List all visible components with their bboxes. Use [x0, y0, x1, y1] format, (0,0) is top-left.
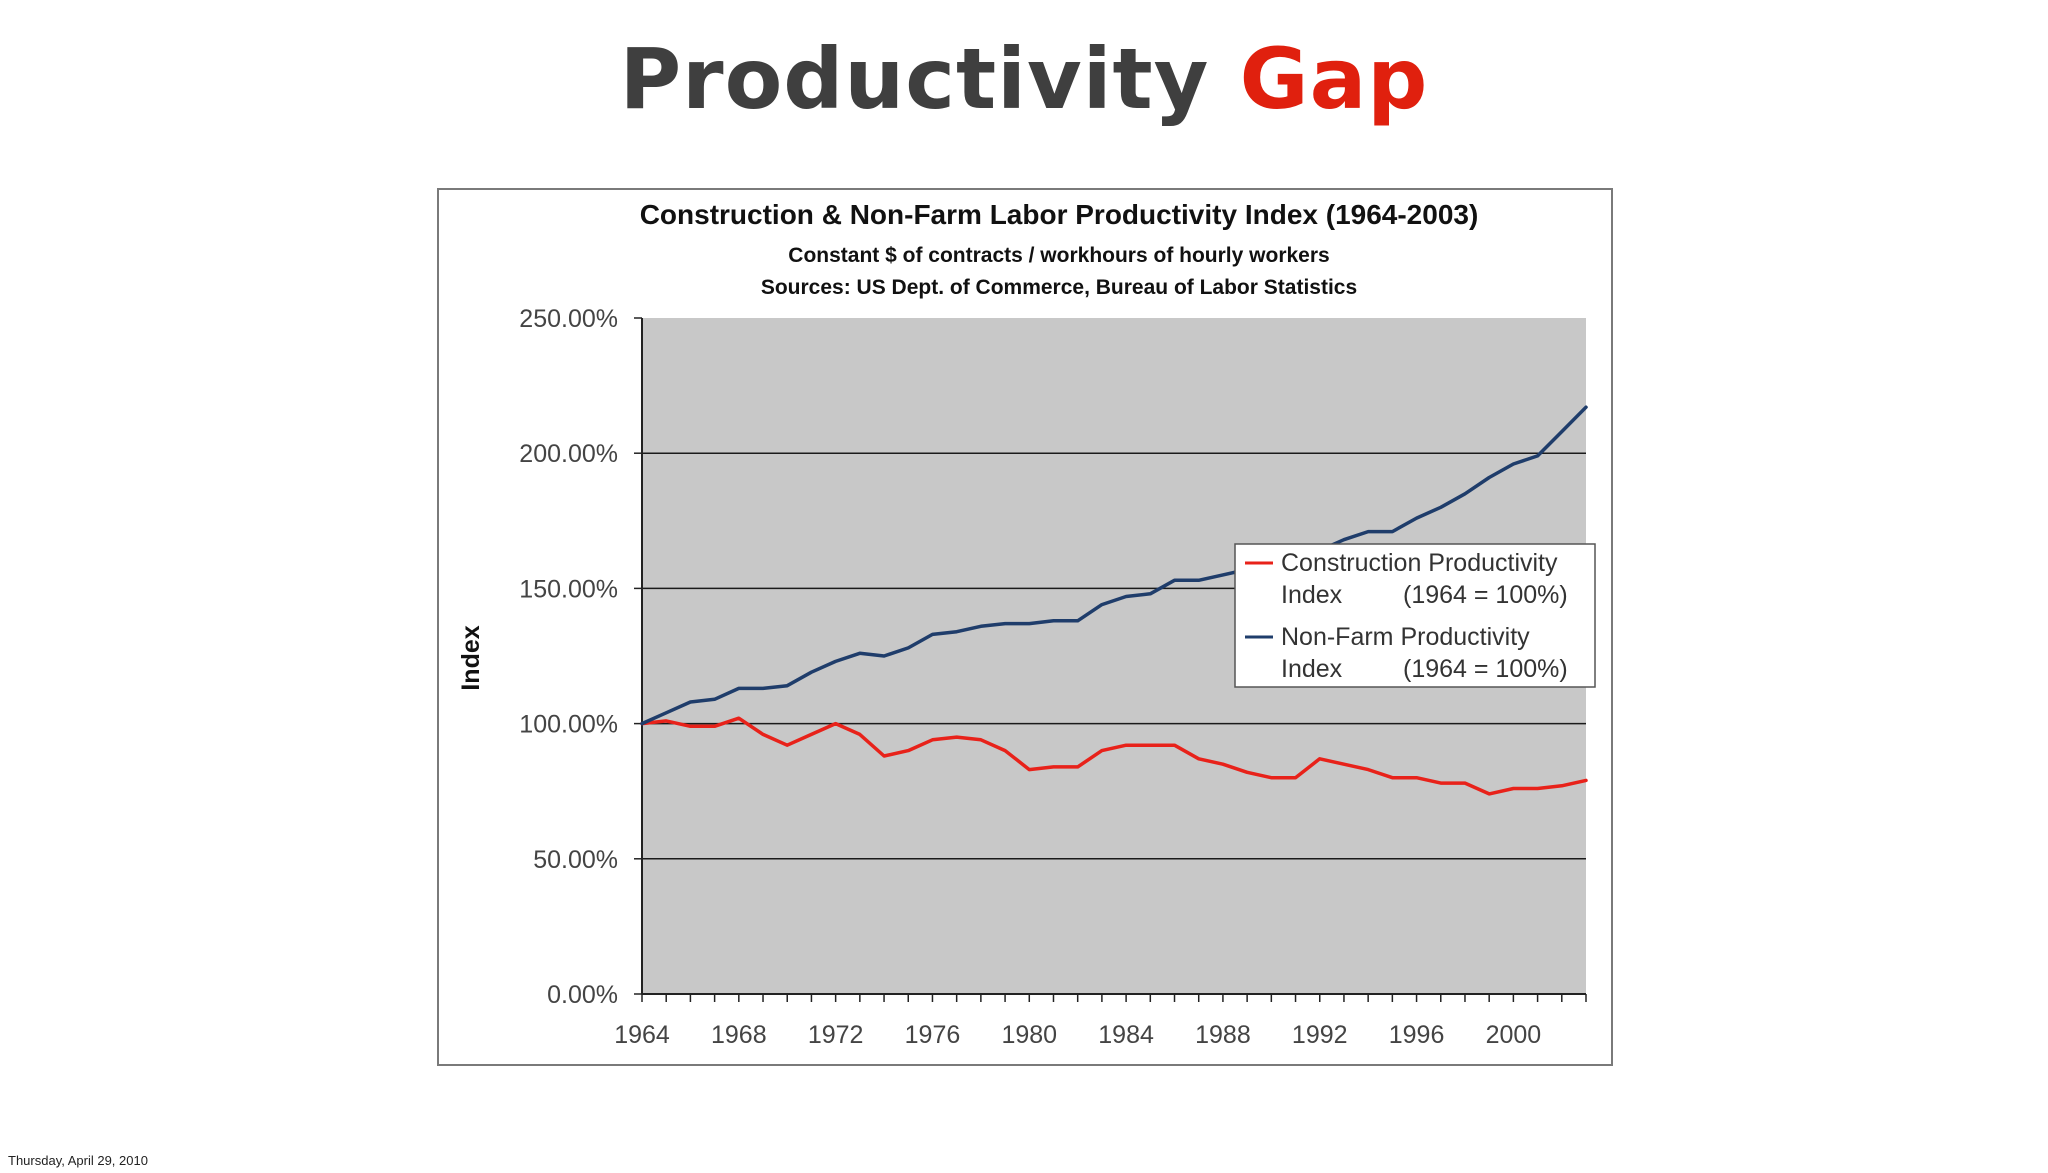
x-tick-label-7: 1992	[1292, 1021, 1348, 1049]
legend-nonfarm-line1: Non-Farm Productivity	[1281, 623, 1530, 651]
legend-construction-line2b: (1964 = 100%)	[1403, 581, 1568, 609]
chart-subtitle-line-1: Constant $ of contracts / workhours of h…	[788, 244, 1329, 267]
series-line-nonfarm	[640, 405, 1588, 726]
productivity-chart: Construction & Non-Farm Labor Productivi…	[457, 199, 1596, 1049]
chart-title: Construction & Non-Farm Labor Productivi…	[640, 199, 1479, 230]
x-tick-label-5: 1984	[1098, 1021, 1154, 1049]
x-tick-label-6: 1988	[1195, 1021, 1251, 1049]
series-layer	[640, 405, 1588, 796]
y-axis-label: Index	[457, 625, 485, 690]
y-tick-label-2: 100.00%	[519, 711, 618, 739]
axes: 0.00% 50.00% 100.00% 150.00% 200.00% 250.00% 1…	[519, 305, 1587, 1049]
y-tick-label-3: 150.00%	[519, 575, 618, 603]
x-tick-label-0: 1964	[614, 1021, 670, 1049]
x-tick-label-2: 1972	[808, 1021, 864, 1049]
x-tick-label-8: 1996	[1389, 1021, 1445, 1049]
chart-subtitle-line-2: Sources: US Dept. of Commerce, Bureau of…	[761, 276, 1357, 299]
y-tick-label-5: 250.00%	[519, 305, 618, 333]
x-tick-label-4: 1980	[1001, 1021, 1057, 1049]
series-line-construction	[640, 716, 1588, 796]
legend-box	[1234, 543, 1596, 688]
chart-frame: Construction & Non-Farm Labor Productivi…	[437, 188, 1613, 1066]
y-tick-label-0: 0.00%	[547, 981, 618, 1009]
x-tick-label-1: 1968	[711, 1021, 767, 1049]
footer-date: Thursday, April 29, 2010	[8, 1153, 148, 1168]
slide-title: Productivity Gap	[0, 30, 2048, 128]
x-tick-label-3: 1976	[905, 1021, 961, 1049]
legend: Construction Productivity Index (1964 = …	[1234, 543, 1596, 688]
legend-nonfarm-line2a: Index	[1281, 655, 1343, 683]
legend-nonfarm-line2b: (1964 = 100%)	[1403, 655, 1568, 683]
x-tick-label-9: 2000	[1486, 1021, 1542, 1049]
legend-construction-line2a: Index	[1281, 581, 1343, 609]
legend-construction-line1: Construction Productivity	[1281, 549, 1558, 577]
slide-title-part1: Productivity	[619, 30, 1210, 128]
y-tick-label-1: 50.00%	[533, 846, 618, 874]
y-tick-label-4: 200.00%	[519, 440, 618, 468]
slide-title-part2: Gap	[1239, 30, 1429, 128]
